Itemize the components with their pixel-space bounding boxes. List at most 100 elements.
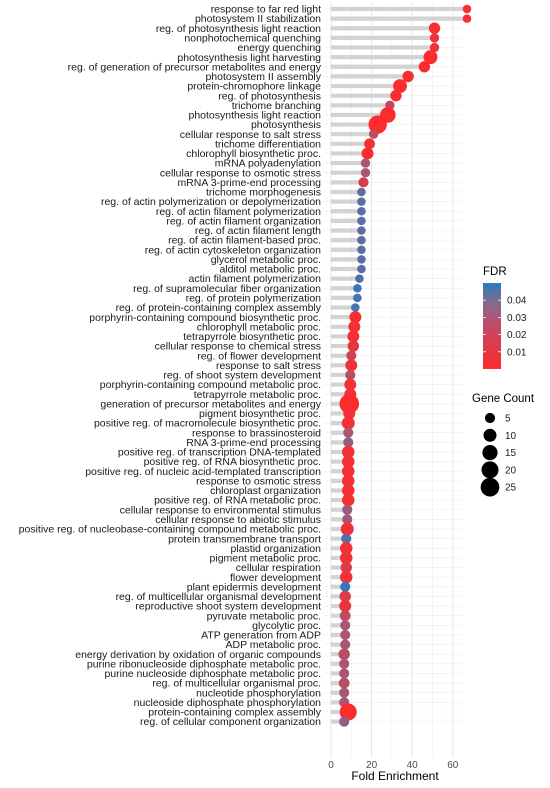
term-label: reg. of photosynthesis light reaction xyxy=(156,23,321,35)
term-label: pigment biosynthetic proc. xyxy=(199,408,321,420)
enrichment-point xyxy=(462,4,472,14)
enrichment-point xyxy=(339,600,352,613)
enrichment-point xyxy=(351,303,360,312)
enrichment-point xyxy=(357,197,366,206)
enrichment-point xyxy=(353,283,362,293)
enrichment-point xyxy=(360,158,371,168)
term-label: photosystem II stabilization xyxy=(195,13,321,25)
x-tick-label: 20 xyxy=(366,760,378,771)
term-label: energy derivation by oxidation of organi… xyxy=(75,649,321,661)
term-label: cellular response to environmental stimu… xyxy=(120,504,321,516)
term-label: chlorophyll metabolic proc. xyxy=(197,321,321,333)
enrichment-point xyxy=(339,703,357,721)
enrichment-point xyxy=(340,522,354,536)
enrichment-point xyxy=(340,620,351,631)
enrichment-point xyxy=(349,311,362,324)
fdr-legend-title: FDR xyxy=(483,266,507,278)
term-label: plastid organization xyxy=(231,543,322,555)
enrichment-point xyxy=(339,610,351,622)
enrichment-point xyxy=(357,264,366,274)
term-label: porphyrin-containing compound biosynthet… xyxy=(89,312,321,324)
term-label: cellular response to chemical stress xyxy=(155,341,321,353)
enrichment-point xyxy=(357,187,366,197)
term-label: trichome branching xyxy=(232,100,321,112)
term-label: response to far red light xyxy=(211,4,321,16)
term-label: positive reg. of RNA metabolic proc. xyxy=(154,495,321,507)
term-label: reg. of actin filament-based proc. xyxy=(168,235,321,247)
term-label: photosystem II assembly xyxy=(205,71,321,83)
enrichment-point xyxy=(390,89,402,102)
term-label: chlorophyll biosynthetic proc. xyxy=(186,148,321,160)
term-label: plant epidermis development xyxy=(187,581,321,593)
enrichment-point xyxy=(429,42,440,53)
enrichment-point xyxy=(423,50,438,65)
enrichment-point xyxy=(338,677,350,689)
term-label: glycerol metabolic proc. xyxy=(211,254,321,266)
fdr-tick-label: 0.01 xyxy=(507,347,527,358)
term-label: positive reg. of nucleobase-containing c… xyxy=(19,524,321,536)
term-label: nucleoside diphosphate phosphorylation xyxy=(134,697,322,709)
enrichment-point xyxy=(341,416,355,430)
enrichment-point xyxy=(353,293,362,303)
term-label: ATP generation from ADP xyxy=(201,630,321,642)
enrichment-point xyxy=(343,407,356,420)
size-legend-dot xyxy=(481,461,499,479)
term-label: generation of precursor metabolites and … xyxy=(100,398,321,410)
x-tick-label: 60 xyxy=(447,760,459,771)
term-label: reg. of shoot system development xyxy=(163,370,321,382)
enrichment-point xyxy=(428,22,441,34)
term-label: reg. of protein-containing complex assem… xyxy=(116,302,322,314)
size-legend-dot xyxy=(484,412,496,424)
term-label: tetrapyrrole biosynthetic proc. xyxy=(183,331,321,343)
term-label: chloroplast organization xyxy=(210,485,321,497)
enrichment-point xyxy=(368,115,387,134)
enrichment-point xyxy=(360,168,371,178)
term-label: tetrapyrrole metabolic proc. xyxy=(194,389,321,401)
x-axis-title: Fold Enrichment xyxy=(351,769,439,783)
term-label: response to brassinosteroid xyxy=(192,427,321,439)
term-label: positive reg. of RNA biosynthetic proc. xyxy=(144,456,321,468)
term-label: positive reg. of macromolecule biosynthe… xyxy=(94,418,321,430)
enrichment-point xyxy=(357,245,366,255)
term-label: positive reg. of nucleic acid-templated … xyxy=(85,466,321,478)
term-label: reg. of multicellular organismal proc. xyxy=(152,678,321,690)
term-label: reg. of actin filament polymerization xyxy=(156,206,321,218)
term-label: RNA 3-prime-end processing xyxy=(186,437,321,449)
term-label: reg. of photosynthesis xyxy=(218,90,321,102)
enrichment-point xyxy=(357,255,366,264)
term-label: protein-chromophore linkage xyxy=(187,81,321,93)
enrichment-point xyxy=(342,445,355,459)
term-label: protein-containing complex assembly xyxy=(148,707,322,719)
term-label: purine nucleoside diphosphate metabolic … xyxy=(104,668,321,680)
enrichment-point xyxy=(340,561,352,574)
term-label: photosynthesis xyxy=(251,119,321,131)
size-legend-label: 10 xyxy=(505,431,517,442)
size-legend-dot xyxy=(480,477,500,497)
size-legend-label: 25 xyxy=(505,483,517,494)
enrichment-point xyxy=(357,216,366,226)
enrichment-point xyxy=(341,533,352,544)
enrichment-point xyxy=(342,474,355,488)
enrichment-point xyxy=(355,274,364,283)
term-label: porphyrin-containing compound metabolic … xyxy=(100,379,321,391)
enrichment-point xyxy=(418,61,431,73)
term-label: photosynthesis light harvesting xyxy=(177,52,321,64)
enrichment-point xyxy=(357,206,366,216)
term-label: reproductive shoot system development xyxy=(135,601,321,613)
enrichment-point xyxy=(342,484,355,497)
enrichment-point xyxy=(343,437,354,448)
enrichment-point xyxy=(429,33,440,43)
term-label: reg. of actin cytoskeleton organization xyxy=(145,244,321,256)
term-label: reg. of actin filament organization xyxy=(166,215,321,227)
term-label: protein transmembrane transport xyxy=(168,533,321,545)
term-label: glycolytic proc. xyxy=(252,620,321,632)
term-label: mRNA polyadenylation xyxy=(215,158,321,170)
term-label: nonphotochemical quenching xyxy=(184,32,321,44)
enrichment-point xyxy=(402,70,414,83)
enrichment-point xyxy=(342,455,355,468)
term-label: flower development xyxy=(230,572,321,584)
size-legend-label: 5 xyxy=(505,414,511,425)
enrichment-point xyxy=(393,79,407,94)
